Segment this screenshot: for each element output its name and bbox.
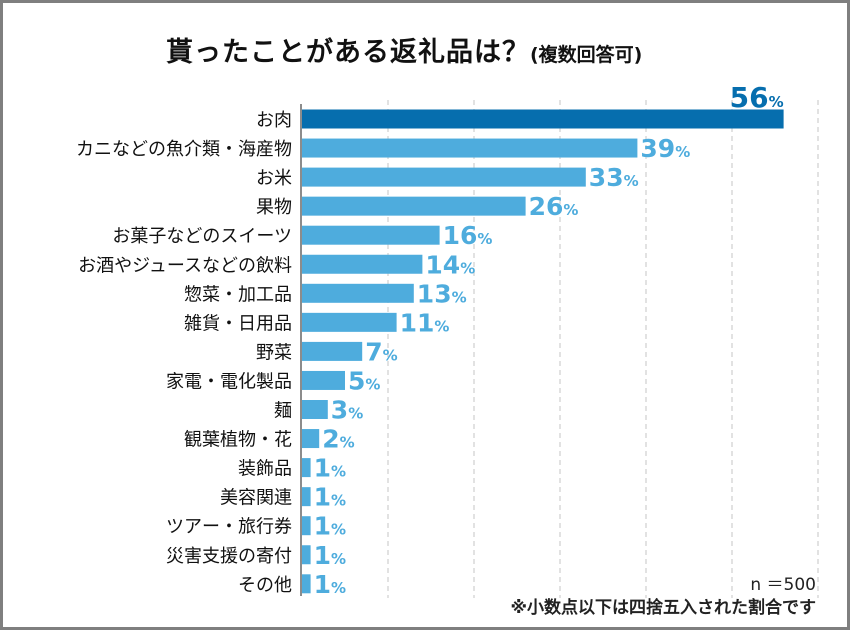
subtitle-text: (複数回答可): [530, 44, 643, 66]
sample-size: n ＝500: [750, 575, 816, 595]
bar: [302, 545, 311, 565]
category-label: カニなどの魚介類・海産物: [76, 139, 292, 160]
chart-title: 貰ったことがある返礼品は？(複数回答可): [166, 30, 642, 69]
data-label: 33%: [589, 163, 639, 192]
data-label: 1%: [314, 454, 346, 483]
title-text: 貰ったことがある返礼品は？: [166, 37, 530, 68]
category-label: 果物: [256, 197, 292, 218]
category-label: 麺: [274, 401, 292, 422]
bar: [302, 196, 526, 216]
category-label: ツアー・旅行券: [166, 517, 292, 538]
data-label: 1%: [314, 541, 346, 570]
bar: [302, 429, 320, 449]
bar: [302, 312, 397, 332]
category-label: お酒やジュースなどの飲料: [78, 255, 292, 276]
data-label: 16%: [443, 221, 493, 250]
bar: [302, 370, 345, 390]
category-label: 観葉植物・花: [184, 430, 292, 451]
data-label: 39%: [640, 134, 690, 163]
data-label: 1%: [314, 570, 346, 599]
data-label: 7%: [365, 337, 397, 366]
bar: [302, 516, 311, 536]
category-label: 惣菜・加工品: [184, 284, 292, 305]
category-label: その他: [238, 575, 292, 596]
data-label: 26%: [529, 192, 579, 221]
data-label: 2%: [322, 425, 354, 454]
data-label: 14%: [425, 250, 475, 279]
bar: [302, 225, 440, 245]
bar: [302, 138, 638, 158]
category-label: 装飾品: [238, 459, 292, 480]
category-label: 野菜: [256, 342, 292, 363]
data-label: 56%: [730, 81, 784, 114]
category-label: お米: [256, 168, 292, 189]
data-label: 3%: [331, 396, 363, 425]
data-label: 5%: [348, 366, 380, 395]
category-label: 雑貨・日用品: [184, 313, 292, 334]
category-label: 災害支援の寄付: [166, 546, 292, 567]
bar: [302, 400, 328, 419]
data-label: 1%: [314, 483, 346, 512]
bar: [302, 487, 311, 507]
bar: [302, 283, 414, 303]
bar: [302, 458, 311, 478]
category-label: お菓子などのスイーツ: [112, 226, 292, 247]
category-label: 家電・電化製品: [166, 371, 292, 392]
category-label: 美容関連: [220, 488, 292, 509]
category-label: お肉: [256, 110, 292, 131]
bar: [302, 254, 423, 274]
bar: [302, 341, 363, 361]
data-label: 11%: [400, 308, 450, 337]
footnote: ※小数点以下は四捨五入された割合です: [510, 598, 816, 618]
bar: [302, 574, 311, 594]
bar: [302, 167, 586, 187]
data-label: 1%: [314, 512, 346, 541]
data-label: 13%: [417, 279, 467, 308]
bar: [302, 109, 784, 129]
